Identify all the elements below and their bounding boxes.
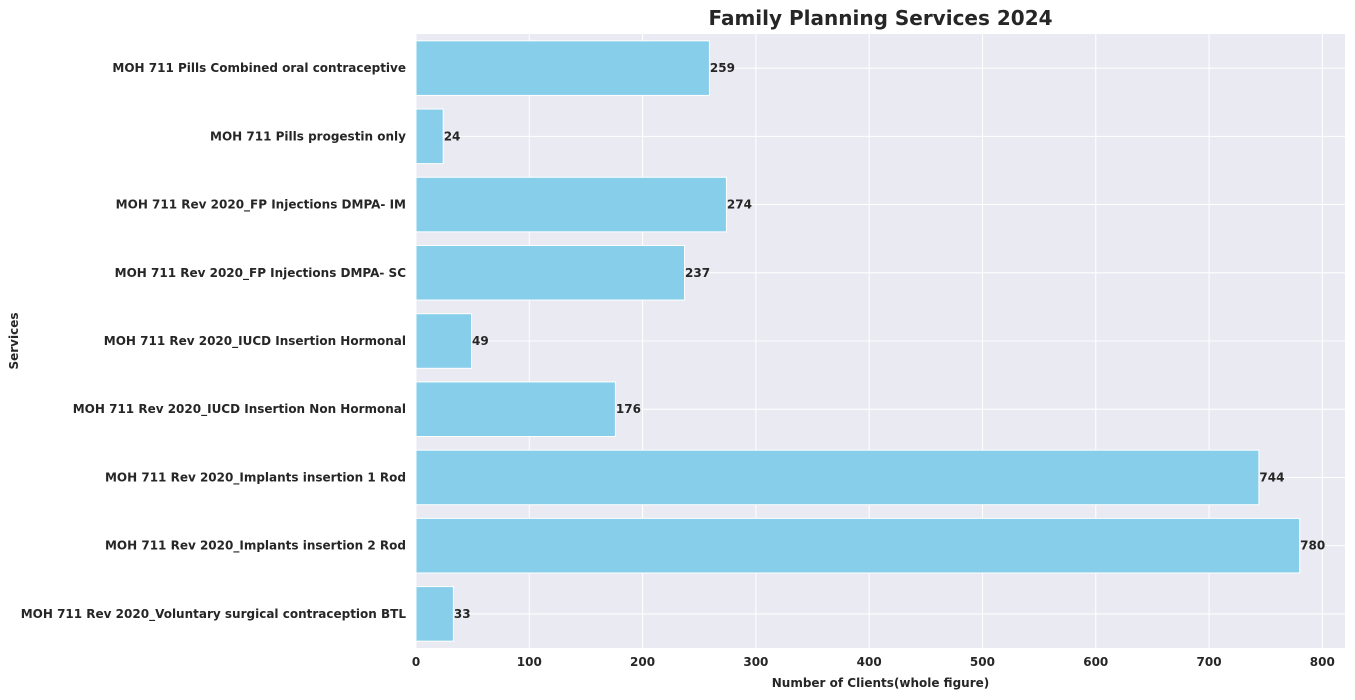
- y-tick-labels: MOH 711 Pills Combined oral contraceptiv…: [21, 61, 407, 622]
- x-tick-label: 0: [412, 655, 420, 669]
- bar-value-label: 780: [1300, 539, 1325, 553]
- data-labels: 259 24 274 237 49 176 744 780 33: [444, 61, 1326, 621]
- y-tick-label: MOH 711 Rev 2020_FP Injections DMPA- IM: [116, 198, 406, 213]
- x-tick-label: 300: [743, 655, 768, 669]
- bar: [415, 313, 473, 369]
- y-tick-label: MOH 711 Rev 2020_Implants insertion 1 Ro…: [105, 470, 406, 485]
- y-tick-label: MOH 711 Rev 2020_Voluntary surgical cont…: [21, 607, 407, 622]
- x-tick-label: 400: [857, 655, 882, 669]
- y-tick-label: MOH 711 Rev 2020_FP Injections DMPA- SC: [115, 266, 407, 281]
- x-tick-label: 100: [517, 655, 542, 669]
- bar-value-label: 237: [685, 266, 710, 280]
- grid-lines: [415, 34, 1345, 648]
- bar: [415, 517, 1301, 574]
- y-tick-label: MOH 711 Pills Combined oral contraceptiv…: [112, 61, 406, 75]
- bar-value-label: 24: [444, 129, 461, 143]
- y-axis-label: Services: [7, 312, 21, 369]
- y-tick-label: MOH 711 Pills progestin only: [210, 129, 406, 143]
- bar: [415, 40, 710, 96]
- x-axis-label: Number of Clients(whole figure): [772, 676, 990, 690]
- bar: [415, 586, 454, 642]
- bar-value-label: 744: [1259, 470, 1284, 484]
- bar-value-label: 33: [454, 607, 471, 621]
- x-tick-label: 600: [1083, 655, 1108, 669]
- bar-value-label: 274: [727, 198, 752, 212]
- y-tick-label: MOH 711 Rev 2020_Implants insertion 2 Ro…: [105, 539, 406, 554]
- bar-value-label: 259: [710, 61, 735, 75]
- y-tick-label: MOH 711 Rev 2020_IUCD Insertion Non Horm…: [73, 402, 406, 417]
- x-tick-label: 800: [1310, 655, 1335, 669]
- bar: [415, 244, 686, 301]
- y-tick-label: MOH 711 Rev 2020_IUCD Insertion Hormonal: [104, 334, 406, 349]
- bar: [415, 449, 1260, 506]
- x-tick-label: 200: [630, 655, 655, 669]
- bar: [415, 381, 616, 438]
- bar: [415, 108, 444, 165]
- bar-value-label: 49: [472, 334, 489, 348]
- bars: [415, 40, 1301, 642]
- x-tick-label: 700: [1197, 655, 1222, 669]
- x-tick-label: 500: [970, 655, 995, 669]
- bar: [415, 176, 727, 233]
- chart-title: Family Planning Services 2024: [708, 6, 1052, 30]
- bar-value-label: 176: [616, 402, 641, 416]
- x-tick-labels: 0 100 200 300 400 500 600 700 800: [412, 655, 1335, 669]
